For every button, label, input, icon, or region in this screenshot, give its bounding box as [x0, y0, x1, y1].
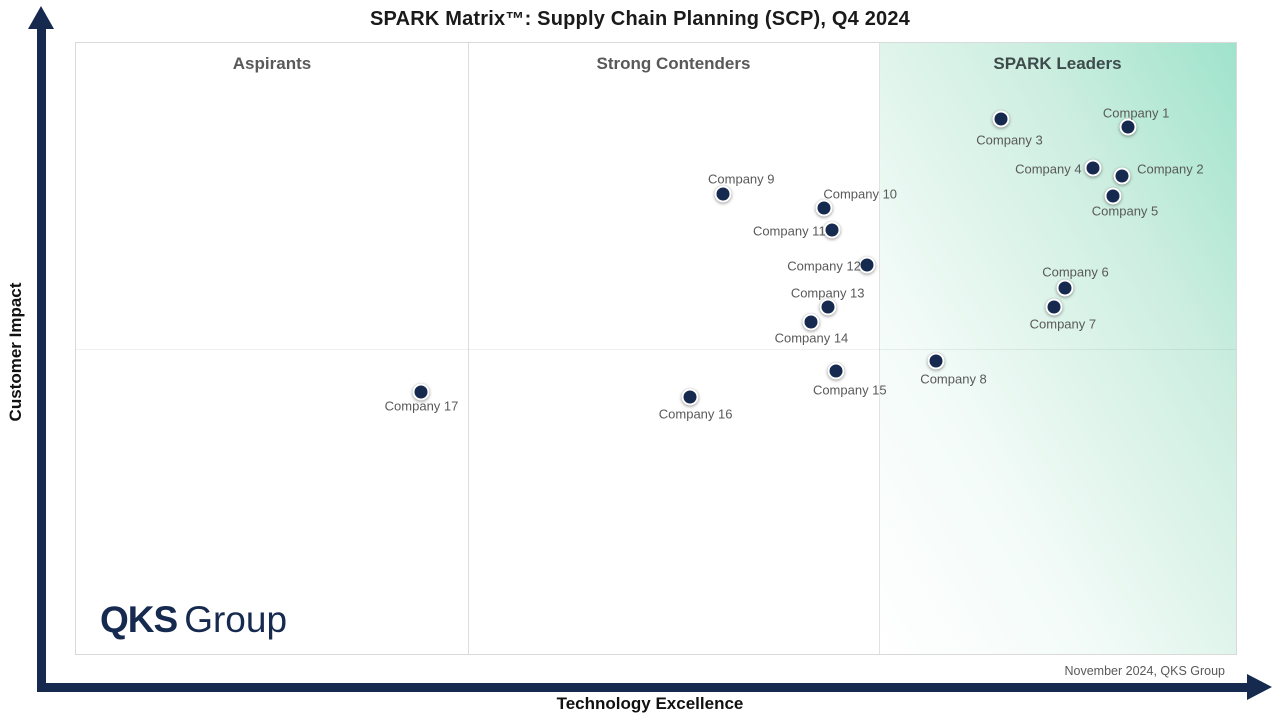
- company-label: Company 9: [708, 171, 775, 187]
- company-label: Company 16: [658, 406, 733, 422]
- company-dot: [1045, 298, 1063, 316]
- chart-title: SPARK Matrix™: Supply Chain Planning (SC…: [0, 8, 1280, 31]
- company-label: Company 13: [790, 285, 865, 301]
- company-label: Company 2: [1137, 161, 1204, 177]
- logo-bold-text: QKS: [100, 599, 178, 640]
- quadrant-divider-right: [879, 43, 880, 654]
- quadrant-divider-left: [468, 43, 469, 654]
- company-dot: [823, 221, 841, 239]
- x-axis-line: [37, 683, 1248, 692]
- leaders-gradient-region: [879, 43, 1236, 654]
- chart-title-prefix: SPARK Matrix: [369, 8, 506, 30]
- footnote: November 2024, QKS Group: [1064, 664, 1226, 678]
- company-dot: [412, 383, 430, 401]
- horizontal-midline: [76, 349, 1236, 350]
- x-axis-label: Technology Excellence: [556, 694, 744, 713]
- company-dot: [681, 388, 699, 406]
- company-label: Company 15: [812, 382, 887, 398]
- points-layer: Company 1 Company 2 Company 3 Company 4 Comp…: [76, 43, 1236, 654]
- plot-area: Aspirants Strong Contenders SPARK Leader…: [75, 42, 1237, 655]
- company-dot: [1113, 167, 1131, 185]
- company-label: Company 3: [976, 132, 1043, 148]
- company-dot: [1104, 187, 1122, 205]
- company-dot: [1084, 159, 1102, 177]
- chart-title-suffix: : Supply Chain Planning (SCP), Q4 2024: [524, 8, 911, 30]
- company-label: Company 7: [1029, 316, 1097, 332]
- company-label: Company 5: [1091, 203, 1159, 219]
- company-dot: [927, 352, 945, 370]
- company-label: Company 11: [752, 223, 826, 239]
- qks-group-logo: QKS Group: [100, 601, 287, 638]
- quadrant-label-spark-leaders: SPARK Leaders: [993, 54, 1122, 73]
- company-dot: [858, 256, 876, 274]
- company-dot: [827, 362, 845, 380]
- company-label: Company 4: [1015, 161, 1082, 177]
- x-axis-arrow-icon: [1247, 674, 1272, 700]
- y-axis-line: [37, 27, 46, 692]
- company-label: Company 12: [787, 258, 861, 274]
- company-label: Company 8: [920, 371, 987, 387]
- company-dot: [1119, 118, 1137, 136]
- company-label: Company 1: [1102, 105, 1170, 121]
- quadrant-label-aspirants: Aspirants: [232, 54, 312, 73]
- logo-regular-text: Group: [184, 599, 288, 640]
- trademark-symbol: ™: [505, 9, 525, 30]
- company-label: Company 10: [823, 186, 898, 202]
- company-dot: [802, 313, 820, 331]
- quadrant-label-strong-contenders: Strong Contenders: [596, 54, 751, 73]
- company-dot: [992, 110, 1010, 128]
- y-axis-arrow-icon: [28, 6, 54, 29]
- company-label: Company 6: [1042, 264, 1109, 280]
- company-dot: [819, 298, 837, 316]
- company-label: Company 17: [384, 398, 459, 414]
- company-label: Company 14: [774, 330, 849, 346]
- company-dot: [714, 185, 732, 203]
- company-dot: [815, 199, 833, 217]
- company-dot: [1056, 279, 1074, 297]
- y-axis-label: Customer Impact: [6, 282, 25, 422]
